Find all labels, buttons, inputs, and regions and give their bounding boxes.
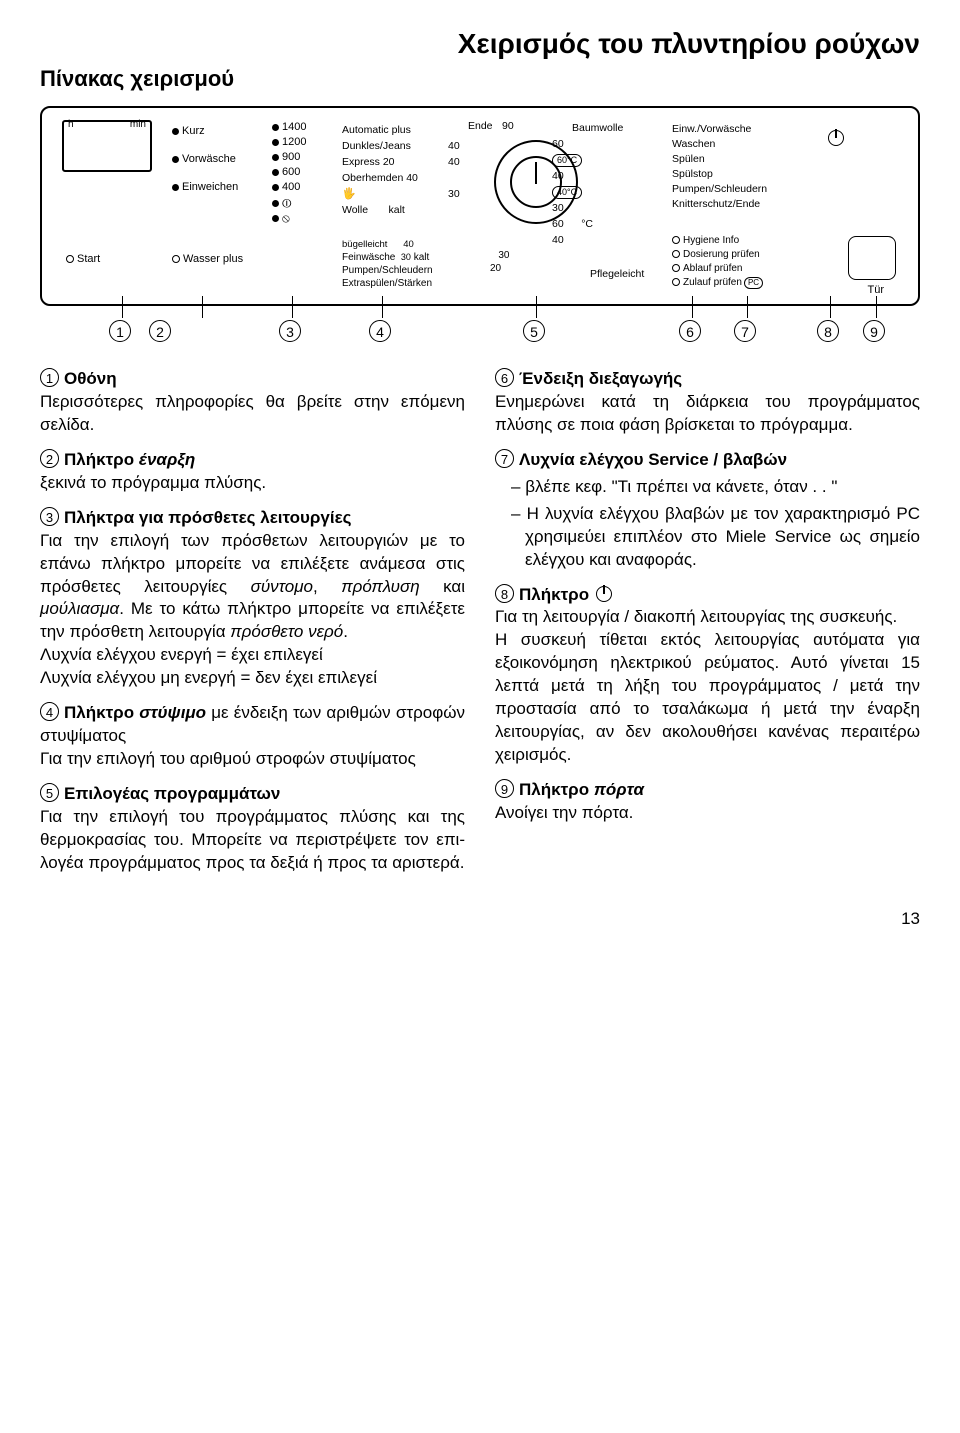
handwash-icon: 🖐 bbox=[342, 188, 356, 200]
baumwolle-column: Baumwolle 60 60°C 40 40°C 30 60 °C 40 bbox=[552, 120, 623, 248]
dial-bottom-nums: 30 20 bbox=[490, 236, 509, 275]
dial-ende: Ende bbox=[468, 120, 493, 132]
pflegeleicht-label: Pflegeleicht bbox=[590, 268, 644, 280]
section-title: Πίνακας χειρισμού bbox=[40, 66, 920, 92]
program-left-temps: 40 40 30 bbox=[448, 122, 460, 202]
dial-90: 90 bbox=[502, 120, 514, 132]
display-screen: h min bbox=[62, 120, 152, 172]
power-icon-inline bbox=[596, 586, 612, 602]
display-min: min bbox=[130, 119, 146, 130]
no-spin-icon: ⦸ bbox=[282, 212, 290, 225]
control-panel-diagram: h min Start Kurz Vorwäsche Einweichen Wa… bbox=[40, 106, 920, 306]
program-left-column: Automatic plus Dunkles/Jeans Express 20 … bbox=[342, 122, 418, 218]
display-h: h bbox=[68, 119, 74, 130]
right-column: 6Ένδειξη διεξαγωγής Ενημερώνει κατά τη δ… bbox=[495, 368, 920, 887]
door-label: Tür bbox=[868, 284, 885, 296]
checks-column: Hygiene Info Dosierung prüfen Ablauf prü… bbox=[672, 234, 763, 290]
options-column: Kurz Vorwäsche Einweichen bbox=[172, 122, 238, 196]
left-column: 1Οθόνη Περισσότερες πληροφορίες θα βρεί­… bbox=[40, 368, 465, 887]
door-button-outline bbox=[848, 236, 896, 280]
program-bottom-left: bügelleicht 40 Feinwäsche 30 kalt Pumpen… bbox=[342, 238, 433, 290]
start-label: Start bbox=[66, 253, 100, 265]
power-icon bbox=[828, 130, 844, 146]
phase-column: Einw./Vorwäsche Waschen Spülen Spülstop … bbox=[672, 122, 767, 212]
callout-numbers: 1 2 3 4 5 6 7 8 9 bbox=[40, 320, 920, 350]
page-number: 13 bbox=[40, 909, 920, 929]
rinse-hold-icon: ⏼ bbox=[282, 197, 292, 210]
rpm-column: 1400 1200 900 600 400 ⏼ ⦸ bbox=[272, 120, 306, 225]
wasser-plus-label: Wasser plus bbox=[172, 253, 243, 265]
page-title: Χειρισμός του πλυντηρίου ρούχων bbox=[40, 28, 920, 60]
